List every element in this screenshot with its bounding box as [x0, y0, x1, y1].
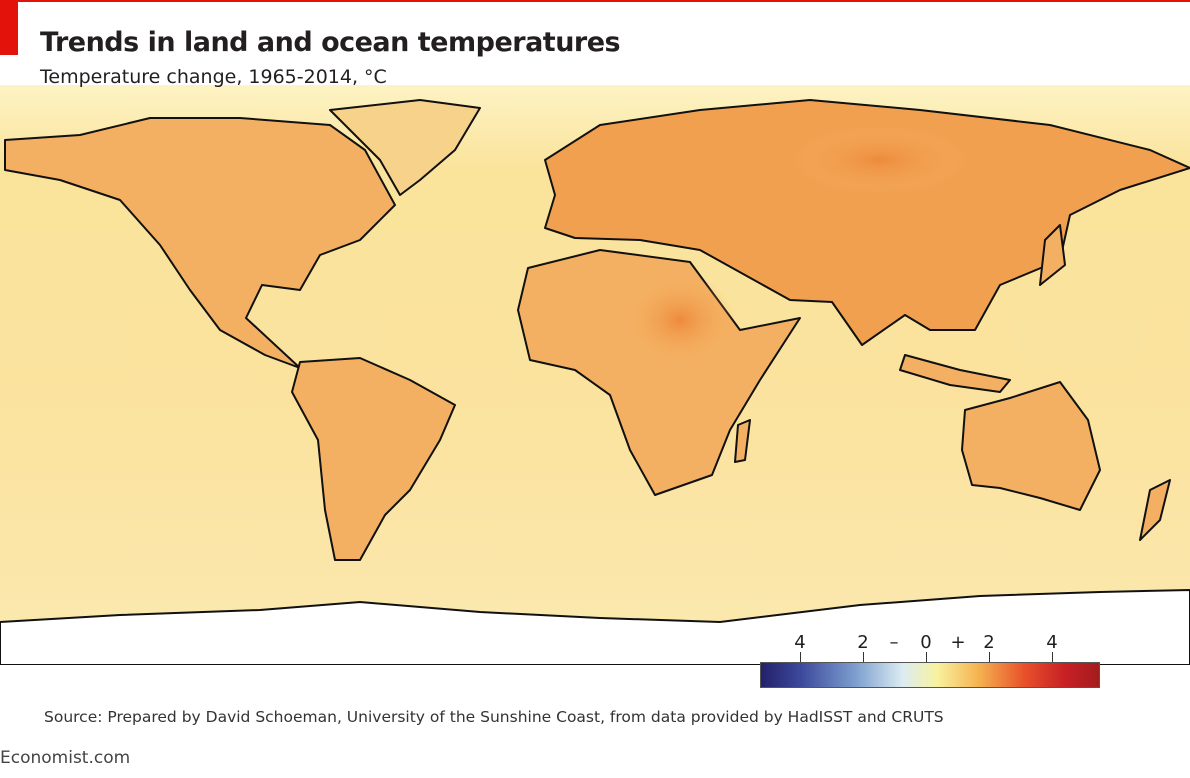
world-temperature-map — [0, 85, 1190, 665]
legend-tick — [863, 652, 864, 662]
legend-tick — [1052, 652, 1053, 662]
legend-label: 0 — [920, 632, 932, 653]
color-scale-legend: 4 2 – 0 + 2 4 — [760, 632, 1100, 692]
legend-tick — [926, 652, 927, 662]
legend-plus-sign: + — [950, 632, 966, 653]
top-rule — [0, 0, 1190, 2]
brand-red-block — [0, 0, 18, 55]
greenland — [329, 99, 481, 196]
north-america — [4, 117, 396, 369]
legend-label: 4 — [794, 632, 806, 653]
japan — [1039, 224, 1066, 286]
chart-title: Trends in land and ocean temperatures — [40, 27, 621, 58]
brand-credit: Economist.com — [0, 748, 131, 768]
source-note: Source: Prepared by David Schoeman, Univ… — [44, 708, 944, 726]
legend-label: 4 — [1046, 632, 1058, 653]
legend-label: 2 — [857, 632, 869, 653]
siberia-hotspot — [790, 125, 970, 195]
eurasia — [544, 99, 1190, 346]
chart-subtitle: Temperature change, 1965-2014, °C — [40, 66, 387, 88]
legend-minus-sign: – — [889, 632, 899, 653]
legend-color-bar — [760, 662, 1100, 688]
australia — [961, 381, 1101, 511]
new-zealand — [1139, 479, 1171, 541]
legend-label: 2 — [983, 632, 995, 653]
antarctica — [0, 588, 1190, 665]
madagascar — [734, 419, 751, 463]
indonesia — [899, 354, 1011, 393]
legend-tick — [800, 652, 801, 662]
legend-tick — [989, 652, 990, 662]
south-america — [291, 357, 456, 561]
sahara-hotspot — [625, 275, 735, 365]
